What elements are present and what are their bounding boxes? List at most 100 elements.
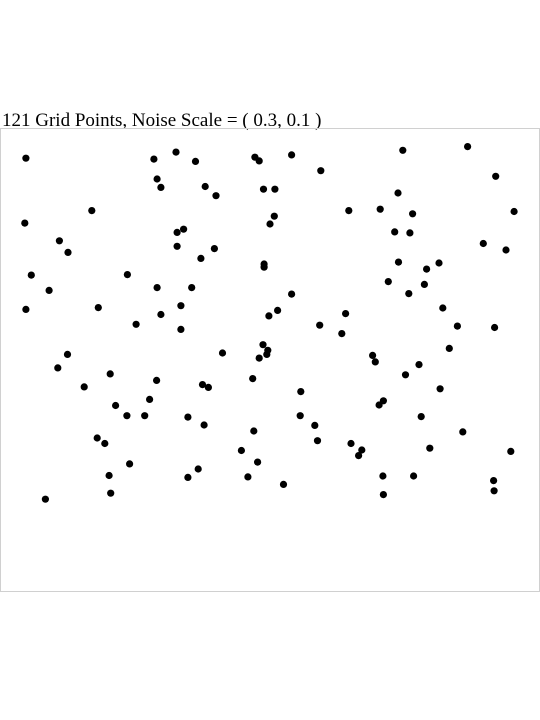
data-point-19: [88, 207, 96, 215]
data-point-51: [405, 290, 413, 298]
data-point-29: [55, 237, 64, 245]
data-point-36: [502, 246, 510, 254]
data-point-84: [297, 388, 305, 396]
data-point-112: [244, 473, 252, 481]
data-point-102: [347, 439, 355, 448]
data-point-13: [157, 183, 165, 191]
data-point-11: [492, 172, 500, 180]
data-point-28: [173, 228, 181, 236]
data-point-100: [101, 439, 109, 448]
data-point-80: [198, 381, 207, 389]
data-point-94: [123, 412, 131, 420]
data-point-105: [237, 446, 245, 455]
data-point-46: [45, 286, 53, 294]
data-point-20: [21, 219, 29, 227]
data-point-9: [399, 146, 407, 154]
data-point-79: [153, 376, 161, 384]
data-point-33: [173, 242, 181, 250]
chart-title: 121 Grid Points, Noise Scale = ( 0.3, 0.…: [2, 110, 322, 131]
scatter-plot: [0, 128, 540, 592]
data-point-10: [464, 143, 472, 151]
data-point-21: [345, 207, 353, 215]
data-point-62: [177, 325, 185, 333]
data-point-42: [435, 259, 443, 267]
data-point-32: [64, 248, 72, 256]
data-point-75: [106, 370, 114, 378]
data-point-82: [401, 371, 410, 379]
data-point-56: [157, 310, 165, 319]
data-point-109: [126, 460, 134, 468]
data-point-2: [172, 148, 180, 156]
data-point-23: [409, 210, 417, 218]
data-point-119: [107, 489, 115, 497]
data-point-111: [105, 471, 113, 480]
data-point-74: [54, 364, 62, 372]
data-point-35: [479, 239, 487, 248]
data-point-93: [141, 412, 149, 420]
data-point-120: [379, 491, 387, 499]
data-point-92: [417, 413, 425, 421]
data-point-99: [93, 434, 101, 442]
data-point-106: [254, 458, 262, 466]
data-point-14: [201, 182, 209, 191]
data-point-30: [391, 228, 399, 236]
data-point-39: [260, 263, 268, 271]
data-point-63: [453, 322, 461, 330]
data-point-53: [94, 304, 102, 312]
data-point-68: [218, 349, 227, 357]
data-point-22: [376, 205, 384, 213]
data-point-4: [191, 157, 200, 165]
data-point-48: [188, 284, 196, 292]
data-point-24: [510, 207, 518, 216]
data-point-60: [132, 320, 140, 328]
data-point-17: [271, 185, 279, 193]
data-points: [21, 143, 518, 503]
data-point-1: [22, 154, 30, 162]
data-point-91: [296, 412, 304, 420]
data-point-8: [317, 167, 325, 175]
data-point-41: [423, 265, 431, 273]
data-point-115: [410, 472, 418, 480]
data-point-31: [406, 229, 414, 237]
data-point-43: [27, 271, 35, 279]
data-point-49: [420, 280, 428, 288]
data-point-12: [153, 175, 161, 183]
data-point-101: [313, 437, 322, 445]
data-point-98: [459, 428, 467, 436]
data-point-54: [22, 305, 30, 313]
data-point-95: [200, 421, 208, 429]
data-point-96: [250, 427, 258, 435]
data-point-78: [80, 383, 88, 391]
data-point-116: [279, 480, 288, 488]
data-point-65: [338, 330, 346, 338]
data-point-6: [255, 157, 263, 165]
data-point-52: [274, 306, 282, 314]
data-point-97: [311, 421, 319, 429]
data-point-47: [153, 284, 161, 292]
data-point-70: [63, 350, 72, 358]
data-point-87: [112, 401, 120, 410]
data-point-15: [212, 192, 220, 200]
data-point-86: [146, 395, 154, 403]
data-point-59: [439, 304, 447, 312]
data-point-83: [204, 383, 212, 391]
data-point-103: [358, 446, 366, 454]
data-point-114: [379, 472, 387, 480]
data-point-76: [371, 358, 379, 366]
data-point-121: [490, 487, 498, 495]
data-point-117: [490, 477, 498, 485]
data-point-110: [194, 465, 202, 473]
data-point-27: [180, 225, 188, 233]
data-point-85: [436, 385, 444, 393]
data-point-104: [426, 444, 434, 452]
data-point-37: [197, 254, 205, 262]
data-point-64: [491, 323, 499, 332]
data-point-55: [177, 302, 185, 310]
data-point-45: [384, 278, 392, 286]
data-point-16: [259, 185, 268, 193]
data-point-58: [342, 310, 350, 318]
data-point-81: [249, 375, 257, 383]
data-point-40: [394, 258, 403, 266]
data-point-44: [123, 271, 131, 279]
data-point-3: [150, 155, 158, 163]
